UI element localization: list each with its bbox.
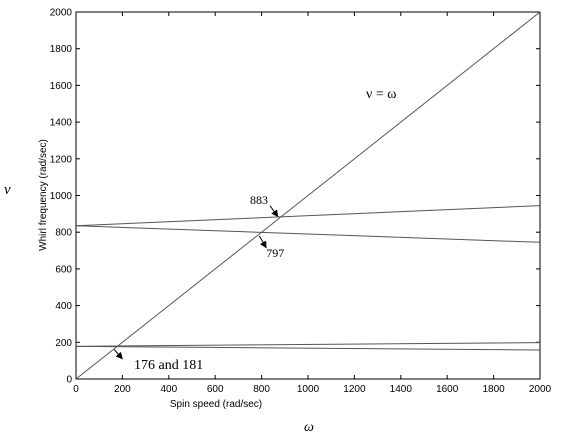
- x-tick-label-0: 0: [73, 384, 79, 395]
- x-tick-label-1: 200: [114, 384, 131, 395]
- y-tick-label-1: 200: [55, 338, 72, 349]
- y-tick-label-8: 1600: [50, 81, 73, 92]
- x-tick-label-2: 400: [160, 384, 177, 395]
- annotation-883: 883: [250, 193, 268, 207]
- y-tick-label-10: 2000: [50, 8, 73, 19]
- y-tick-label-5: 1000: [50, 191, 73, 202]
- plot-axes: 0 200 400 600 800 1000 1200 1400 1600 1800 2000 0 20…: [50, 8, 552, 396]
- annotation-176-181: 176 and 181: [134, 358, 203, 373]
- x-tick-label-10: 2000: [529, 384, 552, 395]
- series-line-2: [75, 225, 541, 243]
- x-tick-label-6: 1200: [343, 384, 366, 395]
- series-line-3: [75, 342, 541, 347]
- y-tick-label-4: 800: [55, 228, 72, 239]
- x-tick-label-8: 1600: [436, 384, 459, 395]
- y-tick-label-9: 1800: [50, 44, 73, 55]
- outer-y-axis-symbol: ν: [4, 182, 11, 198]
- x-tick-label-5: 1000: [297, 384, 320, 395]
- annotation-nu-equals-omega: ν = ω: [366, 87, 396, 102]
- x-tick-label-4: 800: [253, 384, 270, 395]
- x-tick-label-9: 1800: [482, 384, 505, 395]
- series-line-4: [75, 345, 541, 351]
- annotation-883-arrow: [269, 205, 279, 218]
- annotation-176-181-arrow: [113, 349, 123, 360]
- y-tick-label-6: 1200: [50, 154, 73, 165]
- y-axis-label: Whirl frequency (rad/sec): [38, 139, 49, 251]
- annotation-797-arrow: [258, 235, 267, 249]
- plot-annotations: ν = ω 883 797 176 and 181: [113, 87, 396, 373]
- annotation-797: 797: [266, 246, 284, 260]
- y-tick-label-0: 0: [66, 375, 72, 386]
- plot-series: [75, 11, 541, 380]
- y-tick-label-3: 600: [55, 264, 72, 275]
- series-line-0: [75, 11, 541, 380]
- x-tick-label-3: 600: [207, 384, 224, 395]
- y-tick-label-7: 1400: [50, 118, 73, 129]
- series-line-1: [75, 205, 541, 227]
- x-axis-label: Spin speed (rad/sec): [170, 399, 262, 410]
- y-tick-label-2: 400: [55, 301, 72, 312]
- x-tick-label-7: 1400: [390, 384, 413, 395]
- outer-x-axis-symbol: ω: [304, 420, 314, 435]
